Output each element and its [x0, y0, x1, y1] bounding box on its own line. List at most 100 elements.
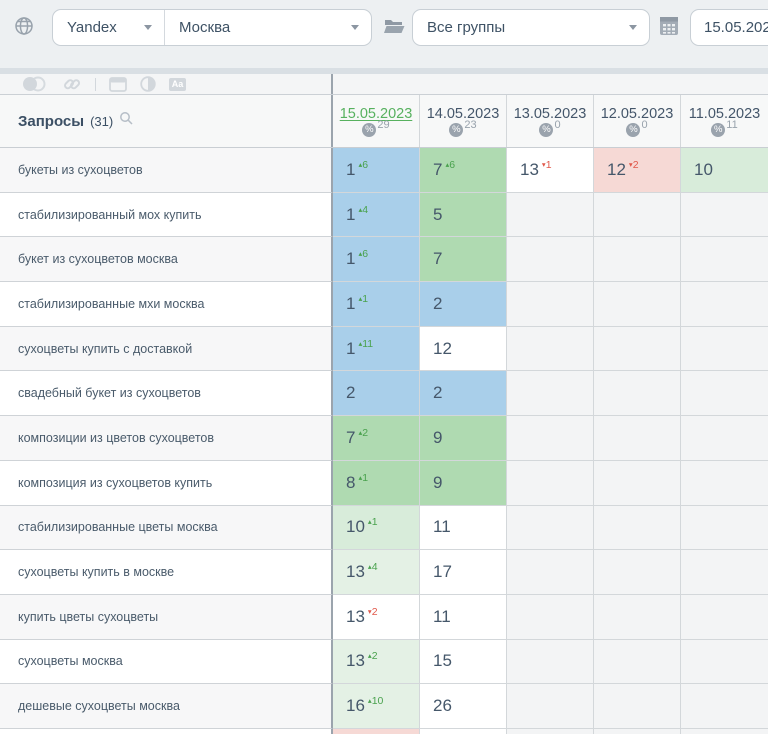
groups-select[interactable]: Все группы [412, 9, 650, 46]
position-cell[interactable] [681, 728, 768, 734]
position-cell[interactable] [681, 237, 768, 283]
position-cell[interactable]: 1 ▴6 [333, 148, 420, 193]
column-header-date[interactable]: 12.05.2023% 0 [594, 95, 681, 147]
position-cell[interactable]: 10 ▴1 [333, 505, 420, 551]
date-label[interactable]: 13.05.2023 [513, 105, 587, 122]
position-cell[interactable] [681, 684, 768, 729]
query-cell[interactable]: купить цветы сухоцветы [0, 594, 333, 640]
position-cell[interactable]: 2 [420, 371, 507, 417]
query-cell[interactable]: стабилизированные цветы москва [0, 505, 333, 551]
query-cell[interactable]: сухоцветы купить с доставкой [0, 326, 333, 372]
date-label[interactable]: 12.05.2023 [600, 105, 674, 122]
query-cell[interactable]: сухоцветы москва [0, 639, 333, 685]
position-cell[interactable]: 12 ▾2 [594, 148, 681, 193]
column-header-date[interactable]: 13.05.2023% 0 [507, 95, 594, 147]
position-cell[interactable] [594, 282, 681, 327]
position-cell[interactable]: 13 ▴2 [333, 639, 420, 685]
position-cell[interactable] [681, 505, 768, 551]
position-cell[interactable] [507, 237, 594, 283]
position-cell[interactable] [507, 282, 594, 327]
position-cell[interactable] [507, 728, 594, 734]
contrast-icon[interactable] [140, 76, 156, 92]
position-cell[interactable] [594, 326, 681, 372]
position-cell[interactable] [681, 594, 768, 640]
position-cell[interactable] [507, 550, 594, 595]
position-cell[interactable]: 7 ▴2 [333, 416, 420, 461]
column-header-date[interactable]: 14.05.2023% 23 [420, 95, 507, 147]
position-cell[interactable] [681, 460, 768, 506]
window-icon[interactable] [109, 76, 127, 92]
position-cell[interactable] [594, 684, 681, 729]
position-cell[interactable]: 9 [420, 460, 507, 506]
position-cell[interactable] [507, 505, 594, 551]
position-cell[interactable]: 26 [420, 684, 507, 729]
position-cell[interactable]: 1 ▴1 [333, 282, 420, 327]
position-cell[interactable] [507, 326, 594, 372]
query-cell[interactable]: дешевые сухоцветы москва [0, 684, 333, 729]
position-cell[interactable]: 7 [420, 237, 507, 283]
position-cell[interactable] [507, 371, 594, 417]
position-cell[interactable] [594, 505, 681, 551]
position-cell[interactable]: 11 [420, 505, 507, 551]
position-cell[interactable]: 1 ▴6 [333, 237, 420, 283]
position-cell[interactable] [507, 416, 594, 461]
position-cell[interactable] [507, 594, 594, 640]
position-cell[interactable]: 17 [420, 550, 507, 595]
position-cell[interactable]: 1 ▴11 [333, 326, 420, 372]
position-cell[interactable]: 13 ▾1 [507, 148, 594, 193]
position-cell[interactable] [681, 550, 768, 595]
font-case-icon[interactable]: Aa [169, 77, 186, 91]
query-cell[interactable]: букет из сухоцветов москва [0, 237, 333, 283]
date-range-input[interactable]: 15.05.2022 [690, 9, 768, 46]
query-cell[interactable]: свадебный букет из сухоцветов [0, 371, 333, 417]
position-cell[interactable] [594, 237, 681, 283]
position-cell[interactable] [594, 639, 681, 685]
position-cell[interactable]: 8 ▴1 [333, 460, 420, 506]
circles-overlap-icon[interactable] [22, 76, 49, 92]
position-cell[interactable] [594, 460, 681, 506]
position-cell[interactable] [507, 192, 594, 238]
date-label[interactable]: 11.05.2023 [688, 105, 761, 122]
position-cell[interactable] [681, 371, 768, 417]
position-cell[interactable] [681, 416, 768, 461]
search-engine-select[interactable]: Yandex [53, 10, 165, 45]
search-icon[interactable] [119, 111, 133, 125]
date-label[interactable]: 15.05.2023 [339, 105, 413, 122]
position-cell[interactable] [594, 416, 681, 461]
position-cell[interactable] [594, 550, 681, 595]
query-cell[interactable] [0, 728, 333, 734]
position-cell[interactable]: 13 ▾2 [333, 594, 420, 640]
position-cell[interactable]: 12 [420, 326, 507, 372]
position-cell[interactable]: 9 [420, 416, 507, 461]
position-cell[interactable]: 10 [681, 148, 768, 193]
position-cell[interactable]: 7 ▴6 [420, 148, 507, 193]
position-cell[interactable] [594, 594, 681, 640]
region-select[interactable]: Москва [165, 10, 371, 45]
position-cell[interactable]: 11 [420, 594, 507, 640]
position-cell[interactable] [594, 371, 681, 417]
position-cell[interactable]: 13 ▴4 [333, 550, 420, 595]
position-cell[interactable] [420, 728, 507, 734]
position-cell[interactable]: 1 ▴4 [333, 192, 420, 238]
position-cell[interactable] [594, 728, 681, 734]
position-cell[interactable] [681, 192, 768, 238]
position-cell[interactable]: 16 ▴10 [333, 684, 420, 729]
position-cell[interactable] [681, 282, 768, 327]
column-header-date[interactable]: 11.05.2023% 11 [681, 95, 768, 147]
position-cell[interactable] [681, 326, 768, 372]
position-cell[interactable] [507, 460, 594, 506]
position-cell[interactable]: 2 [333, 371, 420, 417]
position-cell[interactable] [333, 728, 420, 734]
position-cell[interactable] [681, 639, 768, 685]
position-cell[interactable] [507, 684, 594, 729]
query-cell[interactable]: стабилизированные мхи москва [0, 282, 333, 327]
position-cell[interactable] [507, 639, 594, 685]
position-cell[interactable]: 2 [420, 282, 507, 327]
date-label[interactable]: 14.05.2023 [426, 105, 500, 122]
query-cell[interactable]: композиции из цветов сухоцветов [0, 416, 333, 461]
query-cell[interactable]: сухоцветы купить в москве [0, 550, 333, 595]
query-cell[interactable]: стабилизированный мох купить [0, 192, 333, 238]
position-cell[interactable]: 15 [420, 639, 507, 685]
query-cell[interactable]: букеты из сухоцветов [0, 148, 333, 193]
query-cell[interactable]: композиция из сухоцветов купить [0, 460, 333, 506]
